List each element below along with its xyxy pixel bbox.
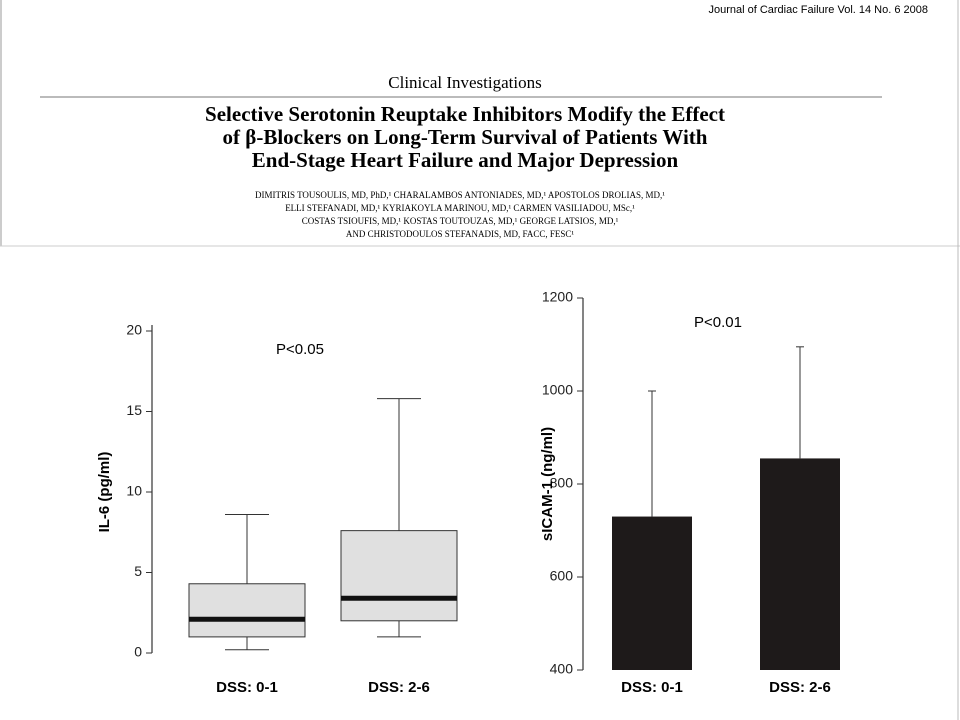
title-line: End-Stage Heart Failure and Major Depres… [252,148,679,172]
y-tick-label: 600 [550,568,574,584]
y-tick-label: 1200 [542,289,573,305]
x-tick-label: DSS: 0-1 [216,679,278,696]
section: Clinical Investigations [388,73,541,92]
author-line: ELLI STEFANADI, MD,¹ KYRIAKOYLA MARINOU,… [285,203,635,213]
y-tick-label: 0 [134,644,142,660]
box [188,583,306,638]
x-tick-label: DSS: 2-6 [368,679,430,696]
y-axis-label: IL-6 (pg/ml) [96,452,113,533]
title-line: Selective Serotonin Reuptake Inhibitors … [205,102,725,126]
y-tick-label: 400 [550,661,574,677]
bar [612,516,692,670]
journal: Journal of Cardiac Failure Vol. 14 No. 6… [708,4,928,16]
y-tick-label: 800 [550,475,574,491]
box [340,530,458,622]
y-axis-label: sICAM-1 (ng/ml) [539,427,556,541]
author-line: DIMITRIS TOUSOULIS, MD, PhD,¹ CHARALAMBO… [255,190,665,200]
y-tick-label: 20 [126,322,142,338]
x-tick-label: DSS: 0-1 [621,679,683,696]
title-line: of β-Blockers on Long-Term Survival of P… [223,125,708,149]
author-line: COSTAS TSIOUFIS, MD,¹ KOSTAS TOUTOUZAS, … [302,216,619,226]
author-line: AND CHRISTODOULOS STEFANADIS, MD, FACC, … [346,229,575,239]
y-tick-label: 15 [126,402,142,418]
y-tick-label: 10 [126,483,142,499]
x-tick-label: DSS: 2-6 [769,679,831,696]
annotation: P<0.01 [694,314,742,331]
y-tick-label: 1000 [542,382,573,398]
y-tick-label: 5 [134,563,142,579]
bar [760,458,840,670]
annotation: P<0.05 [276,341,324,358]
